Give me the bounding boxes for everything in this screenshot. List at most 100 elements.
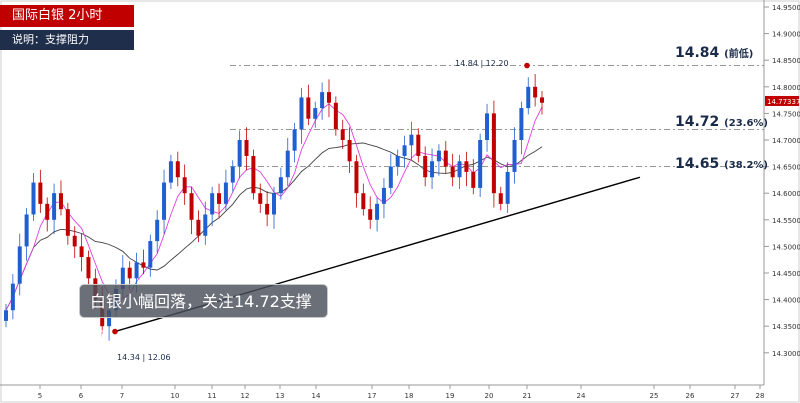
y-tick-label: 14.95000 — [772, 4, 800, 12]
low-annotation: 14.34 | 12.06 — [117, 353, 171, 362]
y-tick-label: 14.65000 — [772, 164, 800, 172]
candle-body — [505, 171, 510, 204]
candle-body — [485, 113, 490, 140]
candle-body — [498, 193, 503, 204]
candle-body — [17, 246, 22, 284]
candle-body — [189, 193, 194, 220]
candle-body — [436, 150, 441, 162]
candle-body — [58, 193, 63, 210]
candle-body — [258, 193, 263, 204]
y-tick-label: 14.60000 — [772, 190, 800, 198]
level-lines — [230, 65, 764, 168]
y-tick-label: 14.80000 — [772, 84, 800, 92]
candle-body — [457, 161, 462, 178]
candle-body — [347, 140, 352, 162]
candle-body — [375, 203, 380, 220]
candle-body — [24, 214, 29, 247]
candle-body — [196, 219, 201, 236]
level-label-1472: 14.72 (23.6%) — [675, 114, 769, 130]
y-axis: 14.95000 14.90000 14.85000 14.80000 14.75000… — [764, 4, 800, 358]
candle-body — [265, 203, 270, 215]
candle-body — [409, 134, 414, 146]
chart-title: 国际白银 2小时 — [0, 5, 134, 27]
y-tick-label: 14.90000 — [772, 31, 800, 39]
candle-body — [423, 155, 428, 178]
candle-body — [478, 140, 483, 188]
candle-body — [381, 187, 386, 204]
x-tick-label: 21 — [523, 392, 532, 400]
x-tick-label: 20 — [485, 392, 494, 400]
candle-body — [141, 262, 146, 268]
candle-body — [395, 155, 400, 167]
candle-body — [299, 97, 304, 130]
candle-body — [65, 209, 70, 236]
y-tick-label: 14.40000 — [772, 297, 800, 305]
candle-body — [320, 92, 325, 109]
y-tick-label: 14.75000 — [772, 110, 800, 118]
candle-body — [168, 161, 173, 183]
candle-body — [368, 209, 373, 220]
candle-body — [464, 161, 469, 172]
candle-body — [127, 267, 132, 279]
high-marker — [524, 62, 530, 69]
x-tick-label: 27 — [731, 392, 740, 400]
low-marker — [112, 328, 118, 335]
high-annotation: 14.84 | 12.20 — [455, 59, 509, 68]
candle-body — [217, 193, 222, 204]
candle-body — [416, 134, 421, 156]
candle-body — [120, 267, 125, 289]
candle-body — [450, 166, 455, 178]
candle-body — [443, 150, 448, 167]
current-price-label: 14.77337 — [767, 98, 800, 106]
x-tick-label: 17 — [368, 392, 377, 400]
candle-body — [292, 129, 297, 151]
candle-body — [491, 113, 496, 194]
candle-body — [203, 214, 208, 236]
x-tick-label: 10 — [171, 392, 180, 400]
x-tick-label: 5 — [38, 392, 42, 400]
y-tick-label: 14.45000 — [772, 270, 800, 278]
candle-body — [402, 145, 407, 156]
x-tick-label: 6 — [79, 392, 84, 400]
x-tick-label: 7 — [120, 392, 124, 400]
candle-body — [162, 182, 167, 220]
candle-body — [244, 140, 249, 156]
candle-body — [313, 108, 318, 119]
candle-body — [361, 193, 366, 210]
y-tick-label: 14.30000 — [772, 350, 800, 358]
candle-body — [210, 193, 215, 215]
y-tick-label: 14.70000 — [772, 137, 800, 145]
x-tick-label: 19 — [446, 392, 455, 400]
candle-body — [512, 140, 517, 172]
x-tick-label: 11 — [208, 392, 217, 400]
candle-body — [10, 283, 15, 311]
x-tick-label: 28 — [756, 392, 765, 400]
candle-body — [45, 203, 50, 220]
candle-body — [285, 150, 290, 178]
candle-body — [278, 177, 283, 194]
level-label-1465: 14.65 (38.2%) — [675, 156, 769, 172]
x-tick-label: 25 — [650, 392, 659, 400]
current-price-tag — [765, 95, 799, 106]
chart-note: 说明：支撑阻力 — [0, 30, 134, 50]
y-tick-label: 14.55000 — [772, 217, 800, 225]
candle-body — [52, 193, 57, 220]
candle-body — [237, 140, 242, 167]
candle-body — [306, 97, 311, 119]
candle-body — [326, 92, 331, 103]
x-axis: 5 6 7 10 11 12 13 14 17 18 19 20 21 24 25 26 27 28 — [38, 385, 765, 400]
candle-body — [388, 166, 393, 188]
x-tick-label: 14 — [312, 392, 321, 400]
candle-body — [79, 246, 84, 258]
candle-body — [471, 171, 476, 188]
candle-body — [354, 161, 359, 194]
x-tick-label: 24 — [577, 392, 586, 400]
candle-body — [230, 166, 235, 183]
candle-body — [272, 193, 276, 215]
candle-body — [182, 177, 187, 194]
candle-body — [38, 182, 43, 204]
x-tick-label: 12 — [241, 392, 250, 400]
candle-body — [251, 155, 256, 194]
y-tick-label: 14.50000 — [772, 243, 800, 251]
